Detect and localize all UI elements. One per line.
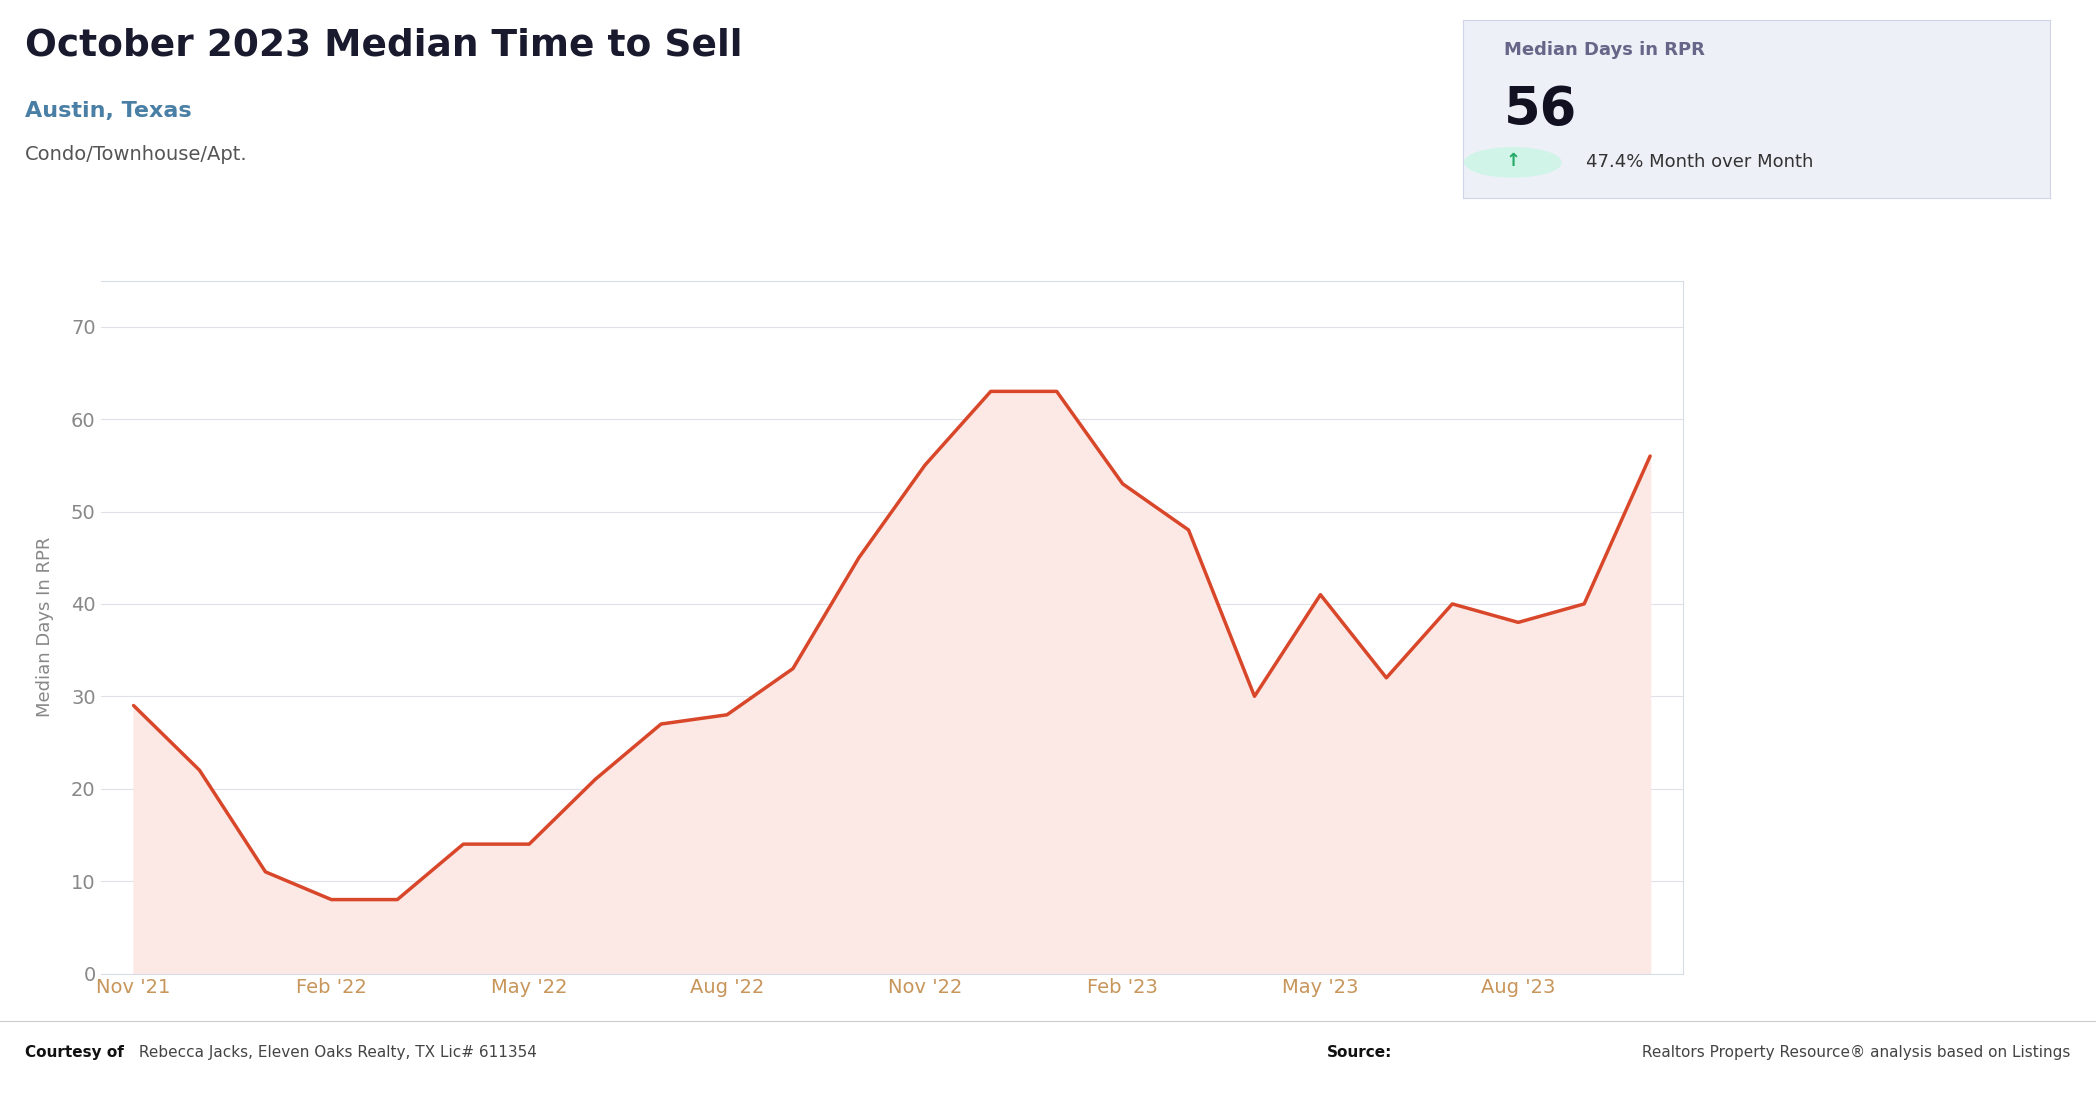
- Text: Austin, Texas: Austin, Texas: [25, 101, 191, 121]
- Text: Source:: Source:: [1327, 1045, 1392, 1060]
- Text: ↑: ↑: [1505, 153, 1520, 170]
- Circle shape: [1465, 147, 1562, 177]
- Text: Courtesy of: Courtesy of: [25, 1045, 124, 1060]
- Text: October 2023 Median Time to Sell: October 2023 Median Time to Sell: [25, 28, 742, 64]
- Text: 56: 56: [1505, 84, 1578, 136]
- Text: 47.4% Month over Month: 47.4% Month over Month: [1587, 153, 1813, 172]
- Text: Rebecca Jacks, Eleven Oaks Realty, TX Lic# 611354: Rebecca Jacks, Eleven Oaks Realty, TX Li…: [134, 1045, 537, 1060]
- Text: Median Days in RPR: Median Days in RPR: [1505, 41, 1704, 59]
- Y-axis label: Median Days In RPR: Median Days In RPR: [36, 537, 54, 717]
- Text: Realtors Property Resource® analysis based on Listings: Realtors Property Resource® analysis bas…: [1637, 1045, 2071, 1060]
- Text: Condo/Townhouse/Apt.: Condo/Townhouse/Apt.: [25, 145, 247, 164]
